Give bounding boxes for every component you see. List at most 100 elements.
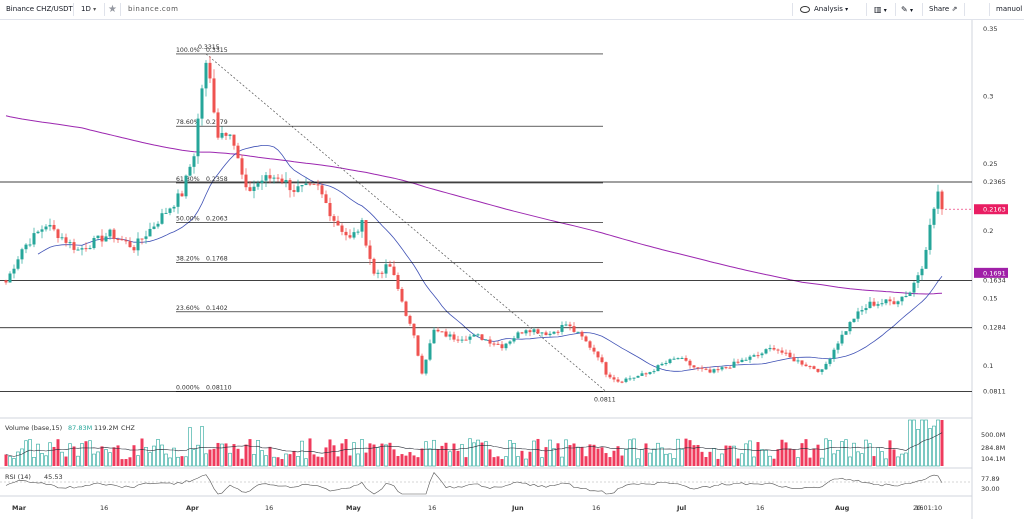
candle-body xyxy=(724,367,728,369)
volume-bar xyxy=(380,443,384,466)
candle-body xyxy=(160,213,164,224)
user-name[interactable]: manuol xyxy=(996,5,1023,13)
interval-label: 1D xyxy=(81,5,91,13)
volume-bar xyxy=(300,440,304,467)
candle-body xyxy=(804,364,808,367)
time-axis-label: 16 xyxy=(428,504,436,512)
volume-bar xyxy=(420,448,424,466)
candle-body xyxy=(356,231,360,233)
candle-body xyxy=(436,329,440,332)
candle-body xyxy=(452,334,456,340)
volume-bar xyxy=(136,455,140,467)
watermark-link[interactable]: binance.com xyxy=(128,5,179,13)
volume-bar xyxy=(28,439,32,467)
volume-bar xyxy=(936,419,940,467)
volume-bar xyxy=(544,447,548,466)
volume-bar xyxy=(852,442,856,467)
volume-bar xyxy=(124,459,128,466)
candle-body xyxy=(288,179,292,191)
candle-body xyxy=(832,349,836,359)
volume-bar xyxy=(84,441,88,466)
candle-body xyxy=(508,341,512,344)
volume-bar xyxy=(716,458,720,466)
candle-body xyxy=(820,369,824,372)
volume-bar xyxy=(800,443,804,466)
fib-level-label: 23.60% xyxy=(176,305,200,312)
share-icon: ⇗ xyxy=(951,5,958,13)
volume-bar xyxy=(524,458,528,467)
volume-bar xyxy=(316,456,320,466)
interval-selector[interactable]: 1D ▾ xyxy=(81,0,96,19)
candle-body xyxy=(88,248,92,250)
volume-bar xyxy=(148,452,152,467)
drawing-menu[interactable]: ✎ ▾ xyxy=(901,0,913,19)
candle-body xyxy=(56,229,60,239)
volume-bar xyxy=(672,458,676,467)
time-axis-label: Mar xyxy=(12,504,27,512)
candle-body xyxy=(704,368,708,370)
star-icon[interactable]: ★ xyxy=(108,4,117,15)
candle-body xyxy=(400,288,404,302)
fib-level-value: 0.2063 xyxy=(206,216,228,223)
candle-body xyxy=(544,332,548,336)
candle-body xyxy=(568,324,572,327)
volume-bar xyxy=(352,442,356,467)
candle-body xyxy=(432,329,436,344)
chart-type-menu[interactable]: ▥ ▾ xyxy=(874,0,887,19)
chart-area[interactable]: 100.0%0.331578.60%0.277961.80%0.235850.0… xyxy=(0,20,1024,519)
candle-body xyxy=(148,228,152,237)
candle-body xyxy=(464,339,468,341)
candle-body xyxy=(380,272,384,274)
volume-bar xyxy=(12,458,16,467)
volume-bar xyxy=(568,445,572,466)
volume-bar xyxy=(804,439,808,466)
candle-body xyxy=(916,275,920,283)
candle-body xyxy=(708,369,712,373)
volume-bar xyxy=(872,456,876,466)
volume-bar xyxy=(564,439,568,467)
candle-body xyxy=(920,268,924,276)
time-axis-label: 16 xyxy=(756,504,764,512)
volume-bar xyxy=(20,448,24,467)
volume-bar xyxy=(788,448,792,466)
candle-body xyxy=(560,325,564,332)
candle-body xyxy=(376,272,380,274)
candle-body xyxy=(844,331,848,335)
volume-bar xyxy=(612,450,616,466)
candle-body xyxy=(180,193,184,197)
analysis-menu[interactable]: Analysis ▾ xyxy=(800,0,848,19)
candle-body xyxy=(584,336,588,342)
candle-body xyxy=(16,259,20,269)
fib-level-label: 50.00% xyxy=(176,216,200,223)
share-button[interactable]: Share ⇗ xyxy=(929,0,957,19)
volume-bar xyxy=(560,456,564,467)
volume-bar xyxy=(372,444,376,466)
volume-bar xyxy=(364,452,368,466)
volume-bar xyxy=(416,457,420,466)
candle-body xyxy=(672,358,676,360)
volume-bar xyxy=(320,457,324,466)
volume-bar xyxy=(132,445,136,466)
candle-body xyxy=(812,366,816,369)
volume-bar xyxy=(700,451,704,466)
pencil-icon: ✎ xyxy=(901,5,908,14)
candle-body xyxy=(576,331,580,333)
candle-body xyxy=(940,191,944,210)
candle-body xyxy=(208,62,212,79)
volume-bar xyxy=(816,444,820,466)
symbol-name[interactable]: Binance CHZ/USDT xyxy=(6,5,73,13)
price-chart[interactable]: 100.0%0.331578.60%0.277961.80%0.235850.0… xyxy=(0,20,1024,519)
last-price-label: 0.2163 xyxy=(983,206,1006,214)
rsi-value: 45.53 xyxy=(44,473,63,481)
top-toolbar: Binance CHZ/USDT 1D ▾ ★ binance.com Anal… xyxy=(0,0,1024,20)
candle-body xyxy=(232,134,236,146)
candle-body xyxy=(828,358,832,364)
volume-bar xyxy=(204,453,208,467)
candle-body xyxy=(500,344,504,349)
candle-body xyxy=(228,134,232,136)
volume-bar xyxy=(452,443,456,466)
volume-bar xyxy=(708,451,712,466)
last-price-tag xyxy=(974,204,1008,215)
candle-body xyxy=(640,373,644,376)
candle-body xyxy=(556,331,560,333)
